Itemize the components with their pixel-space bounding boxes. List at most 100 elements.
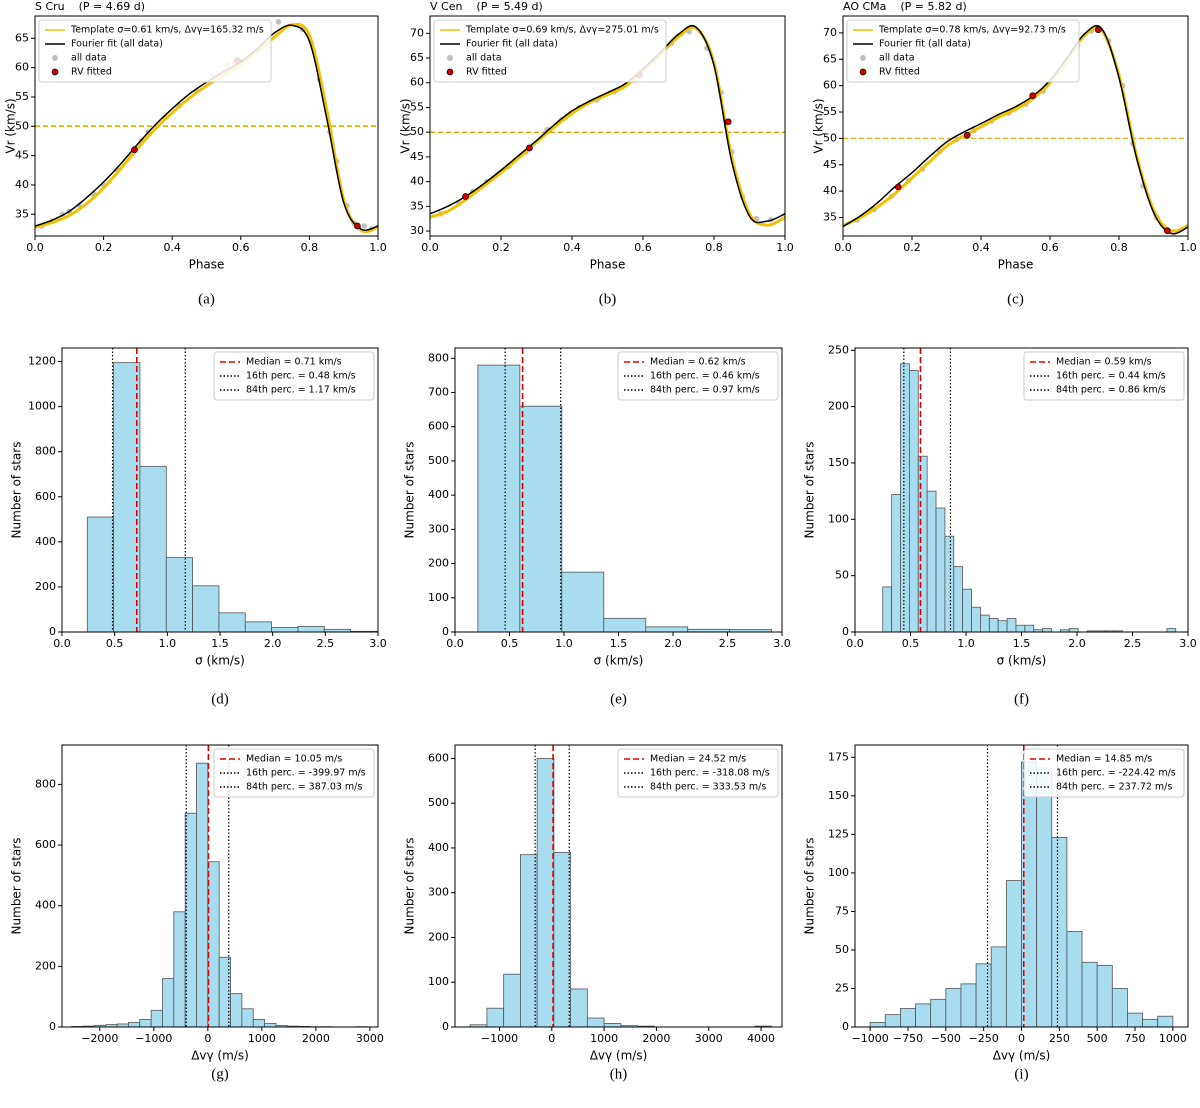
panel: 0.0 0.2 0.4 0.6 0.8 1.0 30 35 40 45 50 55 60 65 70 Phas… <box>399 0 794 307</box>
legend-label: 84th perc. = 237.72 m/s <box>1056 782 1172 793</box>
caption: (d) <box>211 691 229 707</box>
y-tick-label: 55 <box>15 90 29 103</box>
y-tick-label: 45 <box>15 149 29 162</box>
histogram-bar <box>645 626 689 632</box>
x-tick-label: 0 <box>548 1032 555 1045</box>
legend-label: 84th perc. = 1.17 km/s <box>246 385 356 396</box>
rv-point <box>526 144 533 152</box>
histogram-bar <box>997 620 1008 632</box>
legend-label: Median = 0.59 km/s <box>1056 357 1152 368</box>
y-tick-label: 100 <box>428 591 449 604</box>
curve <box>35 22 378 234</box>
y-tick-label: 100 <box>828 512 849 525</box>
y-tick-label: 125 <box>828 827 849 840</box>
x-tick-label: 3000 <box>695 1032 723 1045</box>
histogram-bar <box>150 1009 163 1027</box>
histogram-bar <box>1006 618 1017 632</box>
legend-label: 16th perc. = 0.46 km/s <box>650 371 760 382</box>
y-axis-label: Number of stars <box>10 442 24 539</box>
x-tick-label: 500 <box>1087 1032 1108 1045</box>
y-tick-label: 600 <box>428 420 449 433</box>
caption: (f) <box>1014 691 1029 707</box>
rv-point <box>894 183 902 191</box>
x-tick-label: 0.0 <box>53 637 71 650</box>
histogram-bar <box>1127 1012 1143 1027</box>
y-tick-label: 0 <box>842 1020 849 1033</box>
legend-label: 84th perc. = 0.86 km/s <box>1056 385 1166 396</box>
x-tick-label: 3.0 <box>1179 637 1197 650</box>
x-tick-label: −1000 <box>135 1032 172 1045</box>
x-tick-label: −1000 <box>481 1032 518 1045</box>
x-tick-label: 0.8 <box>1110 241 1128 254</box>
x-tick-label: 3000 <box>356 1032 384 1045</box>
x-tick-label: 1.0 <box>159 637 177 650</box>
x-tick-label: 0.6 <box>1041 241 1059 254</box>
y-tick-label: 100 <box>828 866 849 879</box>
histogram-bar <box>477 364 521 632</box>
x-tick-label: 0.0 <box>421 241 439 254</box>
y-tick-label: 400 <box>428 841 449 854</box>
y-axis-label: Number of stars <box>803 838 817 935</box>
y-tick-label: 300 <box>428 886 449 899</box>
legend-label: 16th perc. = -399.97 m/s <box>246 768 366 779</box>
plot-area <box>86 348 378 632</box>
panel: −1000 0 1000 2000 3000 4000 0 100 200 300 400 500 60… <box>403 744 783 1082</box>
legend-label: 84th perc. = 333.53 m/s <box>650 782 766 793</box>
y-tick-label: 65 <box>410 51 424 64</box>
y-tick-label: 400 <box>428 488 449 501</box>
y-tick-label: 45 <box>823 158 837 171</box>
y-tick-label: 30 <box>410 224 424 237</box>
y-tick-label: 50 <box>410 125 424 138</box>
x-tick-label: 0.2 <box>903 241 921 254</box>
plot-area <box>477 348 773 632</box>
x-tick-label: 1000 <box>248 1032 276 1045</box>
legend-swatch <box>860 55 866 61</box>
legend-label: all data <box>879 53 915 64</box>
x-tick-label: 0.0 <box>446 637 464 650</box>
x-tick-label: 0.6 <box>232 241 250 254</box>
histogram-bar <box>264 1022 277 1027</box>
caption: (i) <box>1014 1066 1028 1082</box>
histogram-bar <box>975 963 992 1027</box>
y-tick-label: 25 <box>835 981 849 994</box>
axes-frame <box>34 15 379 237</box>
rv-point <box>462 193 469 200</box>
histogram-bar <box>86 516 115 632</box>
x-tick-label: 2000 <box>302 1032 330 1045</box>
legend-label: Median = 0.71 km/s <box>246 357 342 368</box>
x-tick-label: 1000 <box>590 1032 618 1045</box>
panel: 0.0 0.5 1.0 1.5 2.0 2.5 3.0 0 100 200 300 400 500 600… <box>403 347 791 707</box>
x-tick-label: 0 <box>1018 1032 1025 1045</box>
axes-frame <box>842 15 1189 237</box>
histogram-bar <box>930 998 947 1027</box>
x-tick-label: −250 <box>969 1032 999 1045</box>
histogram-bar <box>944 535 955 632</box>
y-tick-label: 65 <box>823 52 837 65</box>
curve <box>843 24 1188 235</box>
x-tick-label: 2.0 <box>664 637 682 650</box>
plot-area <box>869 745 1174 1027</box>
x-tick-label: 250 <box>1049 1032 1070 1045</box>
histogram-bar <box>884 1014 901 1027</box>
axes-frame <box>61 744 379 1028</box>
histogram-bar <box>503 973 521 1027</box>
legend-label: Fourier fit (all data) <box>466 39 558 50</box>
histogram-bar <box>570 988 588 1027</box>
histogram-bar <box>1024 624 1035 632</box>
histogram-bar <box>980 614 990 632</box>
y-tick-label: 500 <box>428 796 449 809</box>
panel: 0.0 0.5 1.0 1.5 2.0 2.5 3.0 0 200 400 600 800 1000 12… <box>10 347 387 707</box>
x-tick-label: 1.5 <box>211 637 229 650</box>
histogram-bar <box>953 566 964 632</box>
x-tick-label: 0.6 <box>634 241 652 254</box>
y-tick-label: 300 <box>428 522 449 535</box>
x-tick-label: 0.2 <box>95 241 113 254</box>
y-tick-label: 60 <box>823 79 837 92</box>
histogram-bar <box>917 455 928 632</box>
histogram-bar <box>218 956 231 1027</box>
histogram-bar <box>486 1007 505 1027</box>
x-tick-label: −500 <box>931 1032 961 1045</box>
curve <box>430 24 785 224</box>
histogram-bar <box>1068 628 1079 632</box>
histogram-bar <box>1015 624 1026 632</box>
